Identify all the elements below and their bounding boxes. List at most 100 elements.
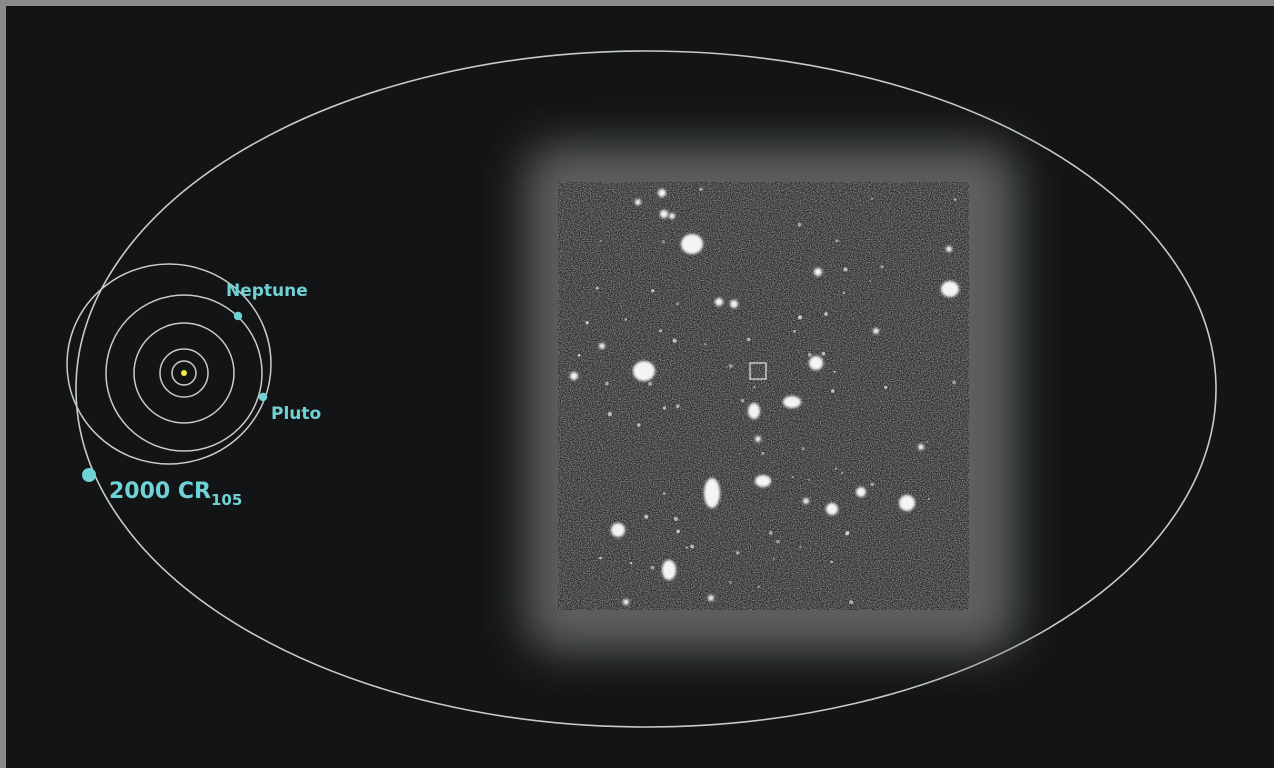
faint-star (726, 365, 728, 368)
faint-star (605, 381, 609, 386)
faint-star (585, 321, 589, 325)
faint-star (834, 467, 837, 470)
star (708, 595, 714, 601)
faint-star (629, 562, 633, 565)
cr105-label-subscript: 105 (211, 491, 242, 509)
faint-star (637, 423, 641, 427)
faint-star (835, 239, 839, 243)
faint-star (807, 352, 812, 357)
faint-star (672, 338, 677, 343)
faint-star (662, 406, 667, 410)
faint-star (833, 370, 836, 373)
orbit-2 (159, 348, 209, 398)
neptune-orbit (105, 294, 263, 452)
faint-star (663, 492, 666, 495)
faint-star (651, 289, 655, 293)
star (730, 300, 738, 308)
faint-star (797, 222, 802, 227)
inner-orbits (66, 263, 272, 465)
star (633, 361, 655, 381)
faint-star (869, 279, 872, 282)
faint-star (650, 565, 655, 570)
star (783, 396, 801, 408)
star (660, 210, 668, 218)
star-field-photo (558, 182, 969, 610)
star (873, 328, 879, 334)
orbit-3 (133, 322, 235, 424)
faint-star (830, 560, 833, 564)
faint-star (676, 529, 680, 534)
star (826, 503, 838, 515)
faint-star (741, 398, 745, 403)
faint-star (757, 585, 760, 588)
faint-star (843, 267, 848, 272)
orbit-diagram: Neptune Pluto 2000 CR105 (66, 50, 1217, 728)
faint-star (685, 546, 688, 549)
neptune-label: Neptune (226, 281, 308, 301)
cr105-orbit (75, 50, 1217, 728)
faint-star (797, 315, 803, 320)
star (658, 189, 666, 197)
faint-star (577, 354, 581, 357)
faint-star (791, 476, 794, 478)
faint-star (926, 441, 928, 443)
star (570, 372, 578, 380)
star (748, 403, 760, 419)
faint-star (704, 343, 707, 346)
star (899, 495, 915, 511)
faint-star (884, 385, 888, 389)
faint-star (761, 451, 765, 455)
faint-star (729, 364, 733, 368)
faint-star (661, 240, 666, 244)
faint-star (845, 531, 850, 535)
star (809, 356, 823, 370)
star (946, 246, 952, 252)
star (856, 487, 866, 497)
faint-star (673, 516, 679, 522)
faint-star (753, 386, 756, 388)
faint-star (599, 556, 602, 560)
star (704, 478, 720, 508)
faint-star (928, 498, 930, 500)
faint-star (952, 380, 956, 385)
faint-star (690, 544, 695, 549)
star (755, 436, 761, 442)
star (623, 599, 629, 605)
faint-star (729, 581, 732, 584)
star (669, 213, 675, 219)
faint-star (793, 329, 796, 333)
faint-star (870, 482, 875, 487)
faint-star (824, 312, 828, 316)
sun-icon (181, 370, 187, 376)
faint-star (772, 557, 775, 560)
star (681, 234, 703, 254)
faint-star (600, 240, 602, 242)
pluto-label: Pluto (271, 404, 321, 424)
orbit-1 (171, 360, 197, 386)
faint-star (676, 302, 679, 306)
faint-star (659, 329, 663, 333)
faint-star (595, 286, 599, 290)
neptune-dot (233, 311, 243, 321)
faint-star (821, 351, 826, 356)
target-box-icon (749, 362, 767, 380)
faint-star (842, 291, 846, 295)
cr105-dot (82, 468, 96, 482)
diagram-frame: Neptune Pluto 2000 CR105 (6, 6, 1274, 768)
star-field (570, 187, 959, 605)
pluto-orbit (66, 263, 272, 465)
star (715, 298, 723, 306)
star (814, 268, 822, 276)
star (611, 523, 625, 537)
star (918, 444, 924, 450)
faint-star (953, 198, 957, 201)
star (755, 475, 771, 487)
faint-star (776, 539, 780, 544)
faint-star (699, 187, 703, 191)
faint-star (746, 337, 751, 342)
star (803, 498, 809, 504)
faint-star (607, 411, 613, 417)
faint-star (840, 471, 844, 475)
faint-star (624, 318, 628, 321)
faint-star (849, 600, 854, 605)
